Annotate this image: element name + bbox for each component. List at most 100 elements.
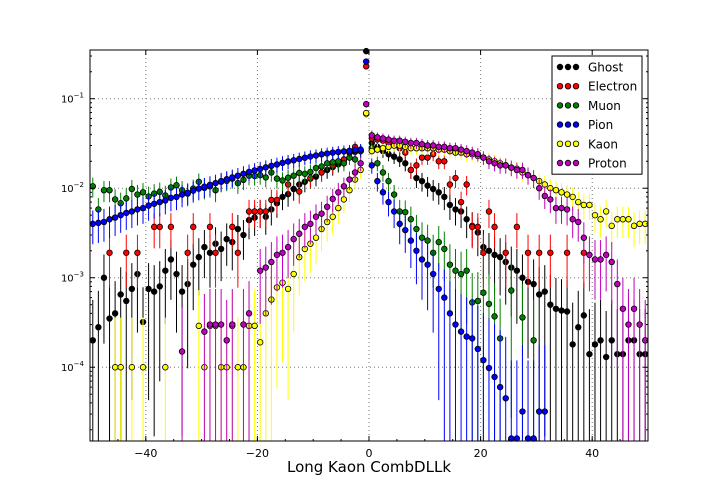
data-point [608,222,615,230]
legend-entry-ghost: Ghost [556,61,623,75]
legend-marker [572,63,580,71]
data-point [636,220,643,228]
data-point [424,142,431,149]
data-point [402,160,409,167]
data-point [229,223,236,231]
data-point [424,154,431,161]
data-point [195,322,203,330]
data-point [502,162,509,169]
data-point [463,267,470,274]
data-point [496,383,504,391]
data-point [429,142,437,149]
data-point [162,364,169,371]
data-point [134,206,141,213]
y-tick-label: 10−4 [61,360,85,374]
data-point [413,174,420,182]
data-point [340,148,348,155]
data-point [379,135,387,142]
data-point [575,218,582,226]
data-point [530,280,537,288]
data-point [150,288,158,295]
x-tick-label: 20 [474,447,488,460]
data-point [485,158,493,165]
legend-label: Proton [588,157,627,171]
data-point [357,146,364,153]
data-point [435,238,442,246]
data-point [301,223,309,231]
data-point [206,321,214,328]
data-point [162,197,169,204]
data-point [396,137,403,144]
data-point [413,139,420,147]
data-point [524,435,532,442]
data-point [441,143,448,151]
data-point [424,261,431,268]
data-point [106,249,113,256]
data-point [290,157,297,164]
data-point [614,280,621,288]
data-point [602,251,610,259]
data-point [418,234,426,241]
data-point [212,249,219,256]
data-point [630,305,638,312]
data-point [441,245,448,253]
data-point [563,249,571,256]
data-point [452,267,459,274]
data-point [290,172,297,179]
data-point [496,253,504,261]
data-point [575,324,582,331]
data-point [429,185,437,193]
data-point [212,321,219,328]
data-point [301,170,309,177]
legend-marker [564,140,572,147]
data-point [145,202,152,209]
data-point [513,166,521,174]
data-point [435,158,442,165]
data-point [212,179,219,187]
data-point [435,189,442,196]
data-point [558,189,565,196]
data-point [284,243,292,251]
data-point [318,151,325,158]
data-point [563,308,571,315]
data-point [357,160,364,167]
legend-marker [564,159,572,167]
data-point [296,155,303,163]
data-point [268,196,275,204]
data-point [535,185,543,192]
data-point [463,181,470,188]
data-point [614,216,621,223]
data-point [195,253,203,261]
data-point [446,144,454,152]
data-point [591,341,599,348]
x-tick-label: −20 [246,447,269,460]
data-point [363,58,370,65]
data-point [117,291,124,298]
data-point [524,249,532,256]
data-point [625,321,632,328]
data-point [351,146,359,154]
data-point [474,297,482,305]
data-point [429,270,437,278]
data-point [128,364,136,371]
data-point [463,216,470,223]
data-point [413,247,420,254]
data-point [123,249,130,256]
data-point [128,208,136,215]
data-point [251,208,258,215]
data-point [441,294,448,301]
data-point [608,258,615,266]
data-point [586,201,593,209]
data-point [558,204,565,212]
data-point [139,189,147,196]
data-point [206,249,214,256]
data-point [178,348,186,355]
data-point [446,201,454,209]
data-point [256,208,264,215]
legend-marker [556,82,564,90]
legend-marker [556,102,564,109]
data-point [201,183,208,190]
data-point [100,218,108,226]
data-point [100,187,108,194]
data-point [480,154,487,161]
